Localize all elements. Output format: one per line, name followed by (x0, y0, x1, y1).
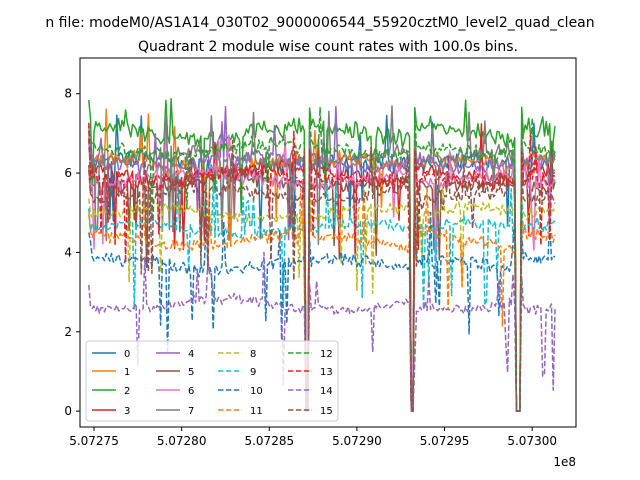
legend-label-7: 7 (188, 406, 194, 417)
series-line-8 (88, 187, 556, 412)
series-layer (88, 98, 556, 412)
plot-frame (79, 57, 577, 428)
y-axis: 0 2 4 6 8 (64, 87, 80, 418)
x-tick-label: 5.07280 (157, 434, 207, 448)
series-line-11 (88, 182, 556, 412)
chart-title: Quadrant 2 module wise count rates with … (138, 39, 518, 55)
legend-label-5: 5 (188, 367, 194, 378)
y-tick-label: 4 (64, 245, 72, 259)
legend-label-11: 11 (250, 406, 263, 417)
legend-label-12: 12 (320, 349, 333, 360)
series-line-9 (88, 174, 556, 412)
x-axis: 5.07275 5.07280 5.07285 5.07290 5.07295 5.073… (69, 427, 557, 448)
x-tick-label: 5.07290 (332, 434, 382, 448)
series-line-12 (88, 107, 556, 412)
legend-label-3: 3 (124, 406, 130, 417)
legend-label-9: 9 (250, 367, 256, 378)
legend-label-10: 10 (250, 386, 263, 397)
legend-label-13: 13 (320, 367, 333, 378)
legend-label-8: 8 (250, 349, 256, 360)
legend-frame (85, 340, 339, 422)
series-line-14 (88, 251, 556, 412)
series-line-13 (88, 122, 556, 412)
x-tick-label: 5.07295 (420, 434, 470, 448)
legend-label-15: 15 (320, 406, 333, 417)
y-tick-label: 2 (64, 325, 72, 339)
legend-label-6: 6 (188, 386, 194, 397)
legend-label-2: 2 (124, 386, 130, 397)
legend-label-4: 4 (188, 349, 194, 360)
x-tick-label: 5.07285 (244, 434, 294, 448)
series-line-10 (88, 211, 556, 412)
x-tick-label: 5.07300 (507, 434, 557, 448)
series-line-3 (88, 123, 556, 412)
y-tick-label: 0 (64, 404, 72, 418)
x-offset-label: 1e8 (553, 455, 576, 469)
series-line-2 (88, 98, 556, 412)
x-tick-label: 5.07275 (69, 434, 119, 448)
y-tick-label: 6 (64, 166, 72, 180)
figure-suptitle: n file: modeM0/AS1A14_030T02_9000006544_… (45, 15, 594, 31)
y-tick-label: 8 (64, 87, 72, 101)
legend-label-14: 14 (320, 386, 333, 397)
legend-label-0: 0 (124, 349, 130, 360)
legend-label-1: 1 (124, 367, 130, 378)
